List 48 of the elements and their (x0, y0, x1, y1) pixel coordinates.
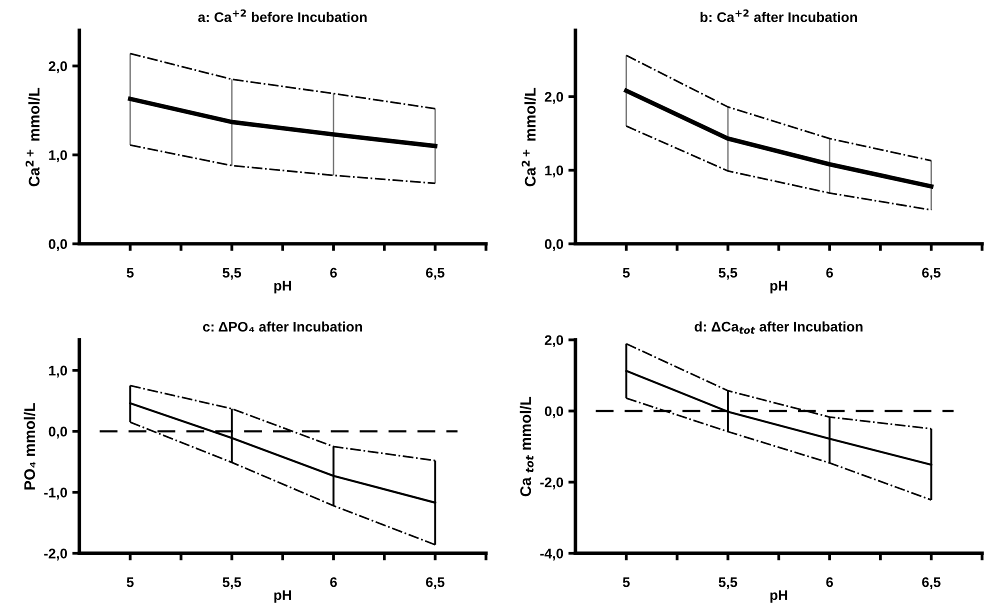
x-axis-title: pH (274, 590, 291, 603)
y-tick-label: 0,0 (544, 406, 564, 418)
x-tick-label: 5 (622, 268, 630, 278)
x-axis-title: pH (770, 590, 788, 603)
y-tick-label: 2,0 (544, 92, 564, 104)
y-tick-label: 1,0 (545, 166, 564, 178)
line-series (129, 144, 436, 184)
y-tick-label: 0,0 (544, 239, 564, 252)
y-tick-label: 2,0 (48, 61, 67, 74)
y-tick-label: 1,0 (49, 366, 67, 378)
y-tick-label: -4,0 (540, 548, 564, 560)
y-axis-title: Ca $_{tot}$ mmol/L (520, 396, 534, 496)
y-tick-label: 1,0 (49, 150, 67, 162)
x-tick-label: 5,5 (222, 268, 242, 280)
y-tick-label: 0,0 (48, 239, 67, 252)
y-axis-title: Ca$^{2+}$ mmol/L (522, 88, 536, 186)
y-tick-label: -1,0 (44, 488, 67, 500)
line-series (625, 125, 932, 211)
line-series (129, 52, 436, 110)
chart-title: a: Ca$^{+2}$ before Incubation (198, 9, 367, 22)
x-tick-label: 6 (330, 268, 337, 278)
y-tick-label: -2,0 (540, 477, 564, 490)
x-tick-label: 5 (622, 577, 630, 588)
x-tick-label: 5 (126, 268, 134, 278)
y-tick-label: 0,0 (48, 426, 67, 439)
line-series (625, 54, 932, 162)
y-axis-title: PO₄ mmol/L (24, 403, 36, 490)
chart-title: d: ΔCa$_{tot}$ after Incubation (694, 321, 862, 334)
x-tick-label: 6 (330, 577, 337, 588)
y-axis-title: Ca$^{2+}$ mmol/L (26, 88, 40, 186)
x-tick-label: 6,5 (426, 577, 444, 590)
x-axis-title: pH (274, 280, 291, 294)
line-series (128, 96, 438, 148)
chart-title: c: ΔPO₄ after Incubation (203, 321, 362, 332)
x-tick-label: 5 (126, 577, 134, 588)
x-axis-title: pH (770, 280, 788, 294)
x-tick-label: 5,5 (718, 577, 738, 590)
x-tick-label: 6,5 (922, 268, 941, 280)
x-tick-label: 5,5 (718, 268, 738, 280)
y-tick-label: 2,0 (544, 335, 564, 348)
y-tick-label: -2,0 (44, 548, 67, 560)
x-tick-label: 6,5 (922, 577, 941, 590)
x-tick-label: 6 (826, 577, 833, 588)
x-tick-label: 6 (826, 268, 833, 278)
x-tick-label: 6,5 (426, 268, 444, 280)
chart-title: b: Ca$^{+2}$ after Incubation (700, 9, 857, 22)
line-series (624, 88, 934, 189)
x-tick-label: 5,5 (222, 577, 242, 590)
